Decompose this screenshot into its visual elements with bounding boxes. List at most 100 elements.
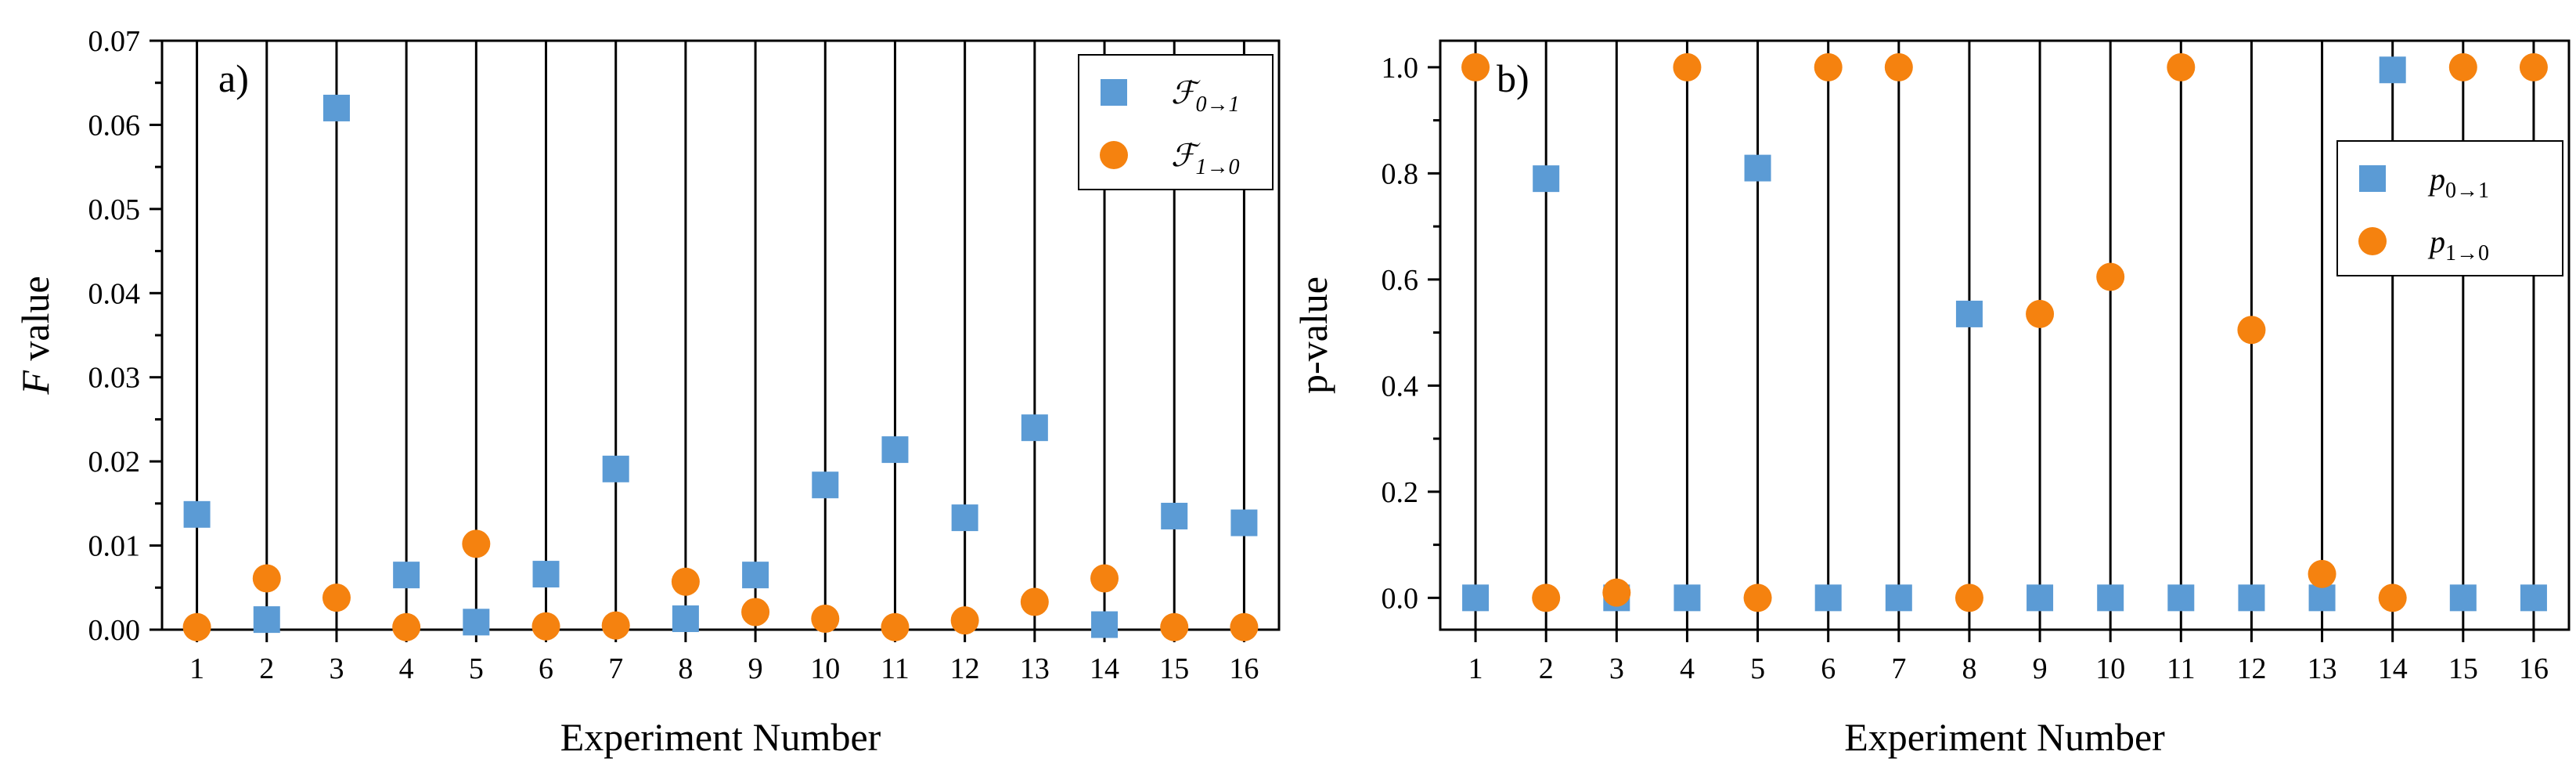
panel-b: 0.00.20.40.60.81.01 2 3 4 5 6 7 8 9 10 11 12 13 14 15 1… <box>1292 39 2571 759</box>
data-point-circle <box>1602 578 1631 607</box>
y-tick-label: 1.0 <box>1382 52 1419 85</box>
data-point-square <box>1091 611 1119 638</box>
data-point-circle <box>1673 52 1702 81</box>
y-tick-label: 0.01 <box>88 530 141 563</box>
data-point-circle <box>2378 583 2407 612</box>
data-point-square <box>1161 502 1188 529</box>
data-point-square <box>1955 300 1983 327</box>
data-point-square <box>2379 56 2406 84</box>
x-tick-label: 1 <box>1468 652 1483 685</box>
legend-marker-circle <box>2358 227 2387 255</box>
data-point-circle <box>392 612 421 641</box>
data-point-square <box>2238 584 2265 612</box>
data-point-circle <box>2519 52 2548 81</box>
data-point-circle <box>1461 52 1490 81</box>
x-tick-label: 13 <box>1020 652 1050 685</box>
data-point-circle <box>2448 52 2477 81</box>
data-point-square <box>2520 584 2547 612</box>
data-point-square <box>532 561 560 588</box>
data-point-square <box>2027 584 2054 612</box>
data-point-circle <box>671 567 700 596</box>
x-tick-label: 6 <box>539 652 553 685</box>
data-point-circle <box>462 529 491 558</box>
data-point-circle <box>1020 587 1049 616</box>
y-tick-label: 0.06 <box>88 109 141 142</box>
y-tick-label: 0.04 <box>88 277 141 310</box>
data-point-square <box>2097 584 2124 612</box>
x-tick-label: 10 <box>810 652 840 685</box>
x-tick-label: 12 <box>2236 652 2266 685</box>
data-point-circle <box>1230 612 1259 641</box>
data-point-circle <box>1743 583 1772 612</box>
panel-label: b) <box>1497 56 1529 100</box>
x-tick-label: 16 <box>2519 652 2549 685</box>
x-tick-label: 5 <box>469 652 484 685</box>
legend-marker-circle <box>1100 141 1128 169</box>
data-point-circle <box>1814 52 1843 81</box>
legend-marker-square <box>1101 79 1127 106</box>
data-point-square <box>1673 584 1701 612</box>
data-point-circle <box>2308 559 2336 588</box>
x-tick-label: 3 <box>1609 652 1624 685</box>
legend-label: ℱ0→1 <box>1171 75 1239 117</box>
data-point-circle <box>2167 52 2196 81</box>
y-tick-label: 0.4 <box>1382 370 1419 403</box>
data-point-circle <box>252 564 281 593</box>
data-point-square <box>1885 584 1912 612</box>
data-point-circle <box>741 598 770 627</box>
data-point-square <box>2167 584 2195 612</box>
data-point-square <box>322 94 350 121</box>
x-tick-label: 5 <box>1750 652 1765 685</box>
x-tick-label: 10 <box>2095 652 2125 685</box>
x-tick-label: 7 <box>608 652 623 685</box>
x-tick-label: 2 <box>259 652 274 685</box>
data-point-circle <box>2237 316 2266 345</box>
plot-frame <box>1439 39 2571 631</box>
x-tick-label: 8 <box>1962 652 1976 685</box>
data-point-circle <box>1955 583 1983 612</box>
x-tick-label: 1 <box>189 652 204 685</box>
legend-label: ℱ1→0 <box>1171 138 1239 179</box>
data-point-square <box>672 605 699 633</box>
x-tick-label: 2 <box>1539 652 1554 685</box>
x-axis-title: Experiment Number <box>1844 715 2165 759</box>
x-tick-label: 9 <box>2033 652 2048 685</box>
legend-marker-square <box>2359 165 2386 192</box>
data-point-square <box>2308 584 2336 612</box>
x-tick-label: 11 <box>881 652 910 685</box>
data-point-square <box>2449 584 2477 612</box>
x-tick-label: 8 <box>678 652 693 685</box>
data-point-circle <box>950 606 979 635</box>
data-point-square <box>1021 414 1048 442</box>
data-point-circle <box>1532 583 1561 612</box>
x-tick-label: 14 <box>2378 652 2408 685</box>
data-point-square <box>742 562 769 589</box>
y-tick-label: 0.00 <box>88 614 141 647</box>
data-point-circle <box>1160 612 1189 641</box>
data-point-square <box>1533 165 1560 193</box>
data-point-square <box>951 504 978 532</box>
x-tick-label: 3 <box>329 652 344 685</box>
x-tick-label: 16 <box>1229 652 1259 685</box>
x-tick-label: 12 <box>950 652 980 685</box>
x-tick-label: 14 <box>1090 652 1119 685</box>
y-tick-label: 0.07 <box>88 25 141 58</box>
data-point-square <box>1230 509 1258 536</box>
data-point-circle <box>1090 564 1119 593</box>
y-tick-label: 0.03 <box>88 362 141 395</box>
data-point-square <box>393 562 420 589</box>
data-point-square <box>812 471 839 499</box>
x-tick-label: 6 <box>1821 652 1836 685</box>
legend-label: p0→1 <box>2427 161 2489 203</box>
data-point-circle <box>531 612 560 641</box>
y-tick-label: 0.2 <box>1382 476 1419 509</box>
y-tick-label: 0.8 <box>1382 157 1419 190</box>
data-point-square <box>1744 154 1771 182</box>
y-tick-label: 0.0 <box>1382 582 1419 615</box>
y-tick-label: 0.6 <box>1382 264 1419 297</box>
data-point-square <box>1814 584 1842 612</box>
y-axis-title: p-value <box>1292 276 1335 394</box>
data-point-circle <box>2096 262 2125 291</box>
x-tick-label: 4 <box>1680 652 1695 685</box>
